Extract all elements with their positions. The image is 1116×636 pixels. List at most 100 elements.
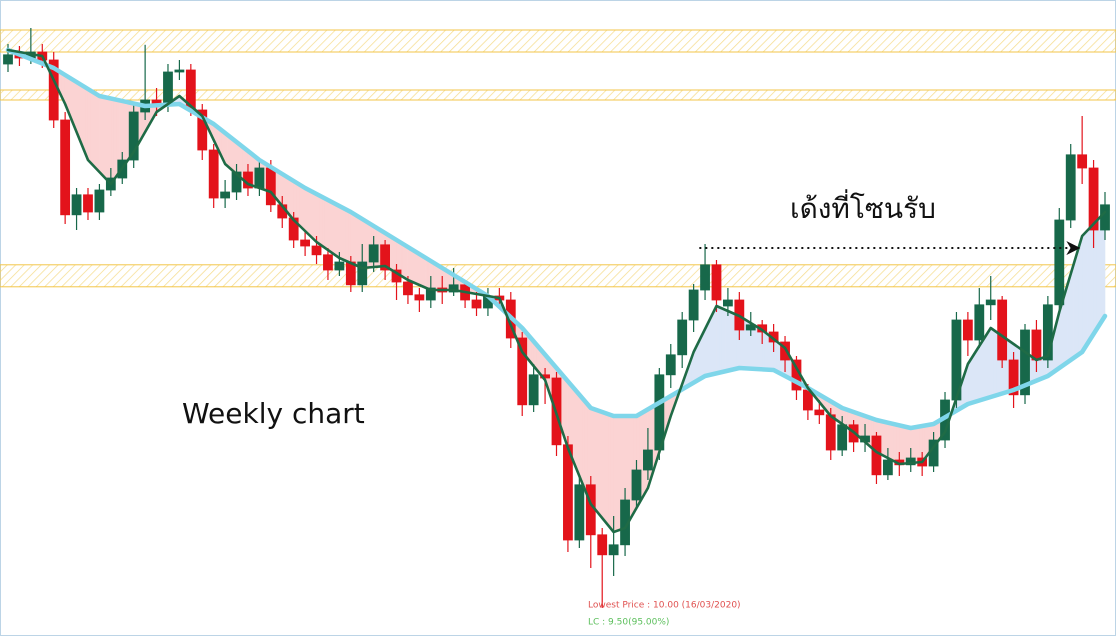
cloud-segment: [413, 249, 417, 285]
cloud-segment: [901, 425, 906, 465]
candle-body: [574, 484, 585, 541]
cloud-segment: [96, 93, 100, 173]
cloud-segment: [730, 311, 734, 371]
zone: [0, 29, 1116, 53]
candle-body: [985, 299, 996, 306]
cloud-segment: [307, 189, 312, 238]
cloud-segment: [601, 411, 606, 523]
annotation: Lowest Price : 10.00 (16/03/2020): [588, 601, 741, 611]
candle-body: [837, 424, 848, 451]
cloud-segment: [596, 409, 600, 516]
candle-body: [643, 449, 653, 471]
candle-body: [311, 245, 322, 256]
cloud-segment: [721, 308, 726, 373]
candle-body: [1042, 304, 1053, 361]
cloud-segment: [101, 96, 106, 179]
candle-body: [71, 194, 82, 216]
cloud-segment: [301, 185, 306, 232]
cloud-segment: [976, 344, 980, 402]
cloud-segment: [607, 413, 612, 530]
moving-average: [5, 47, 1108, 431]
candle-body: [997, 299, 1008, 361]
cloud-segment: [390, 235, 394, 272]
candle-body: [1031, 329, 1042, 361]
annotations: Weekly chart เด้งที่โซนรับ Lowest Price : …: [182, 189, 936, 628]
candle-body: [197, 109, 208, 151]
zones: [0, 29, 1116, 288]
candle-body: [128, 111, 139, 161]
candle-body: [1100, 204, 1110, 231]
candle-body: [60, 119, 71, 216]
cloud-segment: [321, 196, 326, 249]
candle-body: [745, 324, 756, 331]
candle-body: [368, 244, 379, 263]
candle-body: [1020, 329, 1030, 396]
candle-body: [962, 319, 973, 341]
cloud-segment: [356, 214, 360, 268]
cloud-segment: [330, 201, 334, 255]
cloud-segment: [724, 309, 729, 372]
cloud-segment: [1096, 217, 1100, 331]
cloud-segment: [970, 353, 974, 404]
cloud-segment: [973, 349, 977, 403]
candle-body: [700, 264, 710, 291]
cloud-segment: [1078, 235, 1083, 355]
cloud-segment: [93, 91, 97, 170]
candle-body: [403, 281, 413, 296]
candle-body: [631, 469, 642, 501]
cloud-segment: [419, 253, 423, 287]
cloud-segment: [1073, 254, 1077, 359]
candle-body: [174, 69, 185, 73]
candle-body: [1088, 167, 1099, 231]
cloud-segment: [299, 183, 303, 229]
candle-body: [1077, 154, 1088, 169]
cloud-segment: [339, 205, 343, 260]
cloud-segment: [224, 132, 229, 168]
candle-body: [380, 244, 390, 271]
cloud-segment: [113, 98, 117, 181]
candle-body: [414, 294, 425, 301]
candle-body: [1054, 219, 1065, 306]
candle-body: [711, 264, 722, 301]
cloud-segment: [710, 311, 714, 376]
cloud-segment: [410, 248, 414, 283]
moving-average: [6, 48, 1107, 534]
cloud-segment: [404, 244, 409, 281]
zone: [0, 89, 1116, 101]
cloud-segment: [756, 325, 760, 370]
candle-body: [300, 239, 311, 247]
cloud-segment: [599, 410, 603, 519]
cloud-segment: [90, 90, 95, 167]
cloud-segment: [776, 340, 780, 374]
candle-body: [94, 189, 105, 213]
cloud-segment: [1067, 273, 1072, 363]
cloud-segment: [576, 390, 580, 477]
cloud-segment: [764, 331, 769, 370]
cloud-segment: [1070, 264, 1074, 361]
candle-body: [265, 167, 276, 206]
cloud-segment: [1098, 214, 1103, 327]
candle-body: [357, 261, 368, 286]
cloud-segment: [579, 393, 583, 484]
cloud-segment: [104, 96, 109, 182]
cloud-segment: [353, 213, 357, 266]
candle-body: [471, 299, 482, 309]
cloud-segment: [867, 416, 872, 448]
cloud-segment: [336, 204, 340, 259]
cloud-segment: [704, 323, 709, 377]
cloud-segment: [1084, 229, 1089, 349]
cloud-segment: [610, 414, 614, 533]
cloud-segment: [287, 176, 292, 218]
cloud-segment: [341, 207, 346, 261]
cloud-segment: [324, 198, 329, 251]
cloud-segment: [616, 415, 620, 532]
annotation: Weekly chart: [182, 397, 365, 430]
cloud-segment: [313, 192, 317, 243]
candle-body: [83, 194, 93, 213]
cloud-segment: [364, 220, 369, 269]
cloud-segment: [987, 326, 992, 399]
cloud-segment: [913, 426, 917, 464]
candle-body: [448, 284, 459, 293]
cloud-segment: [84, 86, 89, 161]
